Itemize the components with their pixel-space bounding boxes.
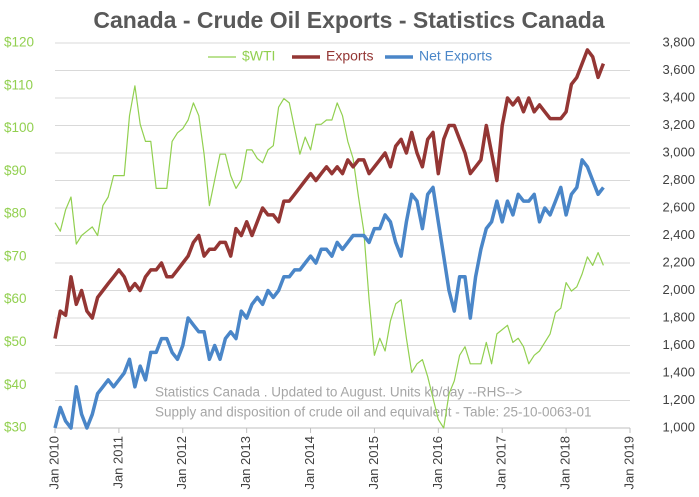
y2-tick-label: 2,400 <box>662 227 695 242</box>
legend-label: Exports <box>326 48 373 64</box>
y2-tick-label: 3,800 <box>662 34 695 49</box>
x-tick-label: Jan 2016 <box>430 436 445 490</box>
series-line <box>53 158 605 430</box>
x-tick-label: Jan 2014 <box>302 436 317 490</box>
series-line <box>54 85 604 429</box>
y-tick-label: $110 <box>4 77 33 92</box>
series-line <box>53 48 606 339</box>
x-tick-label: Jan 2013 <box>238 436 253 490</box>
y2-tick-label: 1,600 <box>662 337 695 352</box>
y2-tick-label: 2,600 <box>662 199 695 214</box>
x-tick-label: Jan 2010 <box>46 436 61 490</box>
y-tick-label: $70 <box>4 248 27 263</box>
y2-tick-label: 1,000 <box>662 419 695 434</box>
y2-tick-label: 3,000 <box>662 144 695 159</box>
y2-tick-label: 2,000 <box>662 282 695 297</box>
x-tick-label: Jan 2017 <box>494 436 509 490</box>
y2-tick-label: 3,200 <box>662 117 695 132</box>
annotation: Statistics Canada . Updated to August. U… <box>155 385 522 400</box>
y2-tick-label: 3,400 <box>662 89 695 104</box>
y-tick-label: $90 <box>4 163 27 178</box>
y2-tick-label: 2,800 <box>662 172 695 187</box>
y2-tick-label: 3,600 <box>662 62 695 77</box>
y-tick-label: $50 <box>4 334 27 349</box>
x-tick-label: Jan 2018 <box>558 436 573 490</box>
y2-tick-label: 1,800 <box>662 309 695 324</box>
chart-title: Canada - Crude Oil Exports - Statistics … <box>93 7 604 33</box>
y-tick-label: $80 <box>4 206 27 221</box>
y-tick-label: $30 <box>4 420 27 435</box>
annotation: Supply and disposition of crude oil and … <box>155 405 592 420</box>
y2-tick-label: 1,200 <box>662 392 695 407</box>
y-tick-label: $120 <box>4 35 34 50</box>
x-tick-label: Jan 2012 <box>174 436 189 490</box>
y2-tick-label: 1,400 <box>662 364 695 379</box>
x-tick-label: Jan 2015 <box>366 436 381 490</box>
y-tick-label: $40 <box>4 377 27 392</box>
legend-label: $WTI <box>242 48 275 64</box>
x-tick-label: Jan 2019 <box>621 436 636 490</box>
legend-label: Net Exports <box>419 48 492 64</box>
x-tick-label: Jan 2011 <box>110 436 125 489</box>
y2-tick-label: 2,200 <box>662 254 695 269</box>
y-tick-label: $100 <box>4 120 34 135</box>
y-tick-label: $60 <box>4 291 27 306</box>
